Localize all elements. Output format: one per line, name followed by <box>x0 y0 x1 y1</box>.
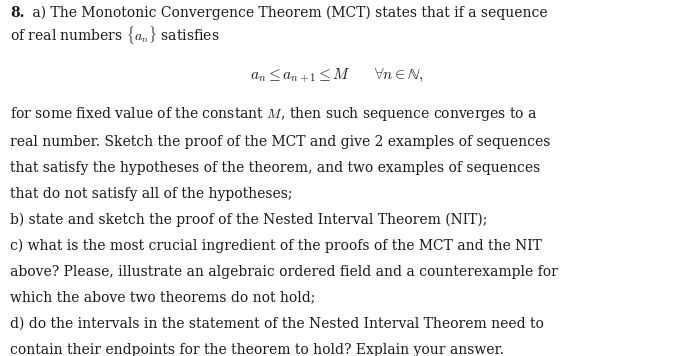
Text: which the above two theorems do not hold;: which the above two theorems do not hold… <box>10 291 315 305</box>
Text: $a_n \leq a_{n+1} \leq M \qquad \forall n \in \mathbb{N},$: $a_n \leq a_{n+1} \leq M \qquad \forall … <box>250 67 424 85</box>
Text: above? Please, illustrate an algebraic ordered field and a counterexample for: above? Please, illustrate an algebraic o… <box>10 265 558 279</box>
Text: for some fixed value of the constant $M$, then such sequence converges to a: for some fixed value of the constant $M$… <box>10 105 538 123</box>
Text: 8.: 8. <box>10 6 25 20</box>
Text: contain their endpoints for the theorem to hold? Explain your answer.: contain their endpoints for the theorem … <box>10 343 504 356</box>
Text: of real numbers $\{a_n\}$ satisfies: of real numbers $\{a_n\}$ satisfies <box>10 23 220 46</box>
Text: b) state and sketch the proof of the Nested Interval Theorem (NIT);: b) state and sketch the proof of the Nes… <box>10 213 487 227</box>
Text: real number. Sketch the proof of the MCT and give 2 examples of sequences: real number. Sketch the proof of the MCT… <box>10 135 551 149</box>
Text: a) The Monotonic Convergence Theorem (MCT) states that if a sequence: a) The Monotonic Convergence Theorem (MC… <box>28 5 547 20</box>
Text: c) what is the most crucial ingredient of the proofs of the MCT and the NIT: c) what is the most crucial ingredient o… <box>10 239 542 253</box>
Text: that satisfy the hypotheses of the theorem, and two examples of sequences: that satisfy the hypotheses of the theor… <box>10 161 541 175</box>
Text: that do not satisfy all of the hypotheses;: that do not satisfy all of the hypothese… <box>10 187 293 201</box>
Text: d) do the intervals in the statement of the Nested Interval Theorem need to: d) do the intervals in the statement of … <box>10 317 544 331</box>
